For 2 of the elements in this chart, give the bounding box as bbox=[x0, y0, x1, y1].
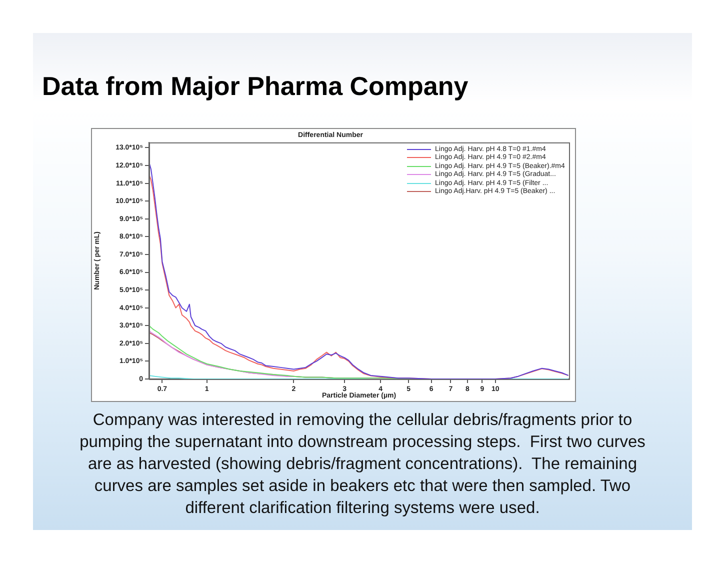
chart-title: Data from Major Pharma Company bbox=[42, 71, 468, 101]
text: Company was interested in removing the cellular debris/fragments prior to pumping the supernatant into downstream processing steps. First two curves are as harvested (showing debris/fragment concentrations). The remaining curves are samples set aside in beakers etc that were then sampled. Two different clarification filtering systems were used. bbox=[78, 410, 646, 519]
